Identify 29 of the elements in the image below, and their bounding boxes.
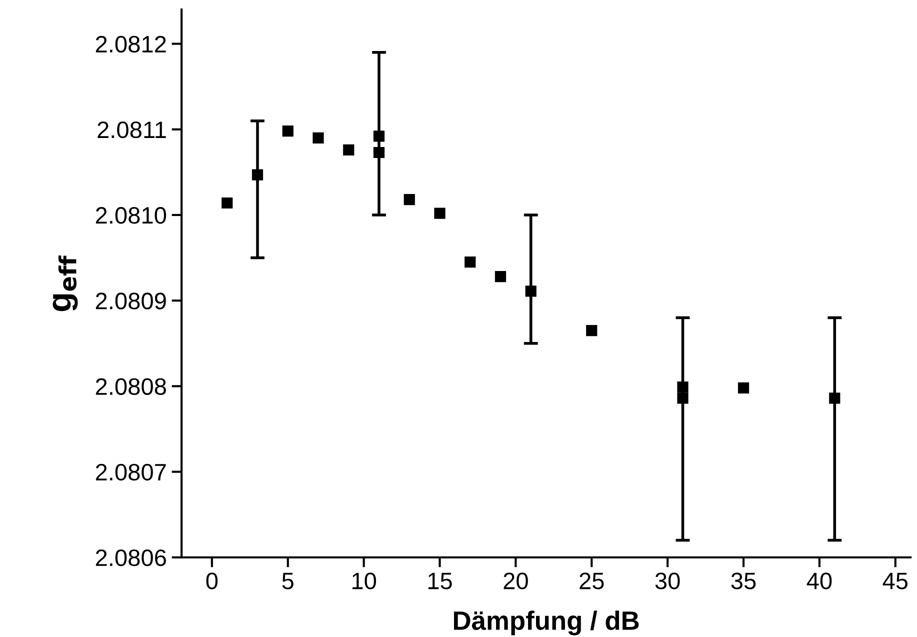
point bbox=[312, 132, 324, 144]
x-tick-label: 20 bbox=[504, 572, 528, 590]
point bbox=[586, 324, 598, 336]
y-tick-label: 2.0812 bbox=[96, 36, 166, 53]
point bbox=[343, 144, 354, 156]
point bbox=[404, 194, 415, 206]
y-tick-label: 2.0807 bbox=[96, 464, 166, 481]
x-tick-label: 25 bbox=[580, 572, 604, 590]
y-tick-label: 2.0810 bbox=[96, 207, 166, 224]
x-tick-label: 15 bbox=[428, 572, 452, 590]
point bbox=[494, 271, 506, 282]
x-tick-label: 5 bbox=[282, 572, 294, 590]
point bbox=[738, 382, 750, 394]
x-tick-label: 45 bbox=[882, 572, 908, 590]
point bbox=[464, 256, 476, 268]
point bbox=[222, 197, 233, 209]
x-tick-label: 30 bbox=[655, 572, 680, 590]
y-tick-label: 2.0811 bbox=[98, 121, 166, 138]
x-tick-label: 35 bbox=[731, 572, 756, 590]
x-tick-label: 10 bbox=[352, 572, 376, 590]
x-axis-title: Dämpfung / dB bbox=[454, 610, 639, 636]
y-axis-title: g$_{eff}$ bbox=[52, 255, 78, 312]
x-tick-label: 0 bbox=[206, 572, 218, 590]
y-tick-label: 2.0809 bbox=[96, 292, 166, 310]
x-tick-label: 40 bbox=[806, 572, 832, 590]
point bbox=[434, 208, 446, 219]
y-tick-label: 2.0806 bbox=[96, 549, 166, 566]
y-tick-label: 2.0808 bbox=[96, 378, 166, 395]
point bbox=[282, 126, 294, 137]
